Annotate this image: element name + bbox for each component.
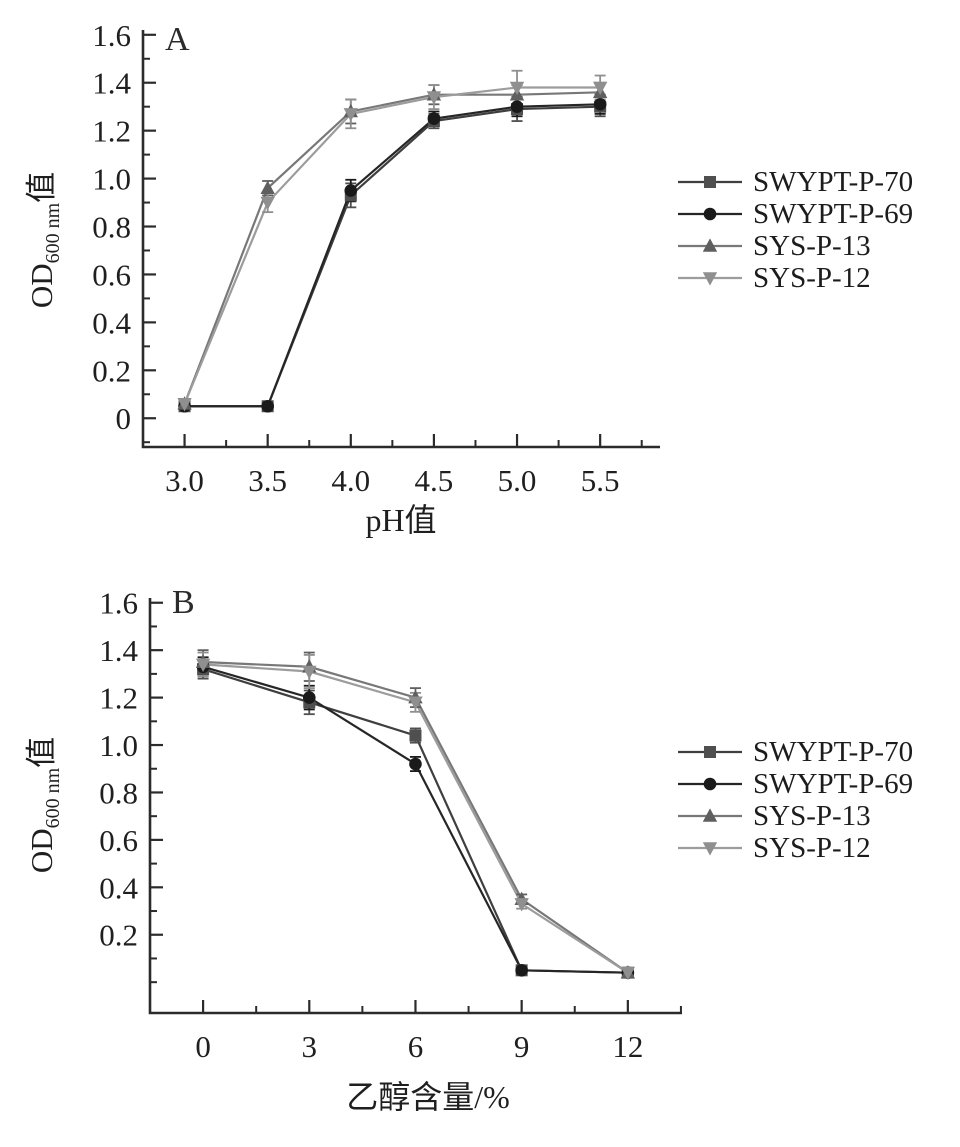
legend-a: SWYPT-P-70 SWYPT-P-69 SYS-P-13 SYS-P-12 bbox=[676, 166, 913, 294]
legend-item-swypt-p-69: SWYPT-P-69 bbox=[676, 768, 913, 800]
legend-item-sys-p-12: SYS-P-12 bbox=[676, 832, 913, 864]
markers-SWYPT-P-70 bbox=[178, 100, 607, 413]
svg-text:1.4: 1.4 bbox=[92, 66, 131, 101]
svg-text:3: 3 bbox=[302, 1029, 318, 1064]
line-SWYPT-P-70 bbox=[202, 668, 628, 974]
svg-text:12: 12 bbox=[612, 1029, 643, 1064]
legend-label: SYS-P-12 bbox=[753, 261, 871, 294]
axes bbox=[148, 598, 682, 1015]
chart-b-plot: 0.2 0.4 0.6 0.8 1.0 1.2 1.4 1.6 0 3 6 9 12 bbox=[99, 586, 682, 1064]
square-marker-icon bbox=[678, 746, 742, 758]
circle-marker-icon bbox=[678, 777, 742, 791]
legend-item-sys-p-13: SYS-P-13 bbox=[676, 800, 913, 832]
svg-text:0: 0 bbox=[116, 401, 132, 436]
legend-item-sys-p-13: SYS-P-13 bbox=[676, 230, 913, 262]
svg-text:4.5: 4.5 bbox=[415, 463, 454, 498]
line-SWYPT-P-70 bbox=[184, 105, 601, 408]
legend-item-sys-p-12: SYS-P-12 bbox=[676, 262, 913, 294]
legend-label: SWYPT-P-70 bbox=[753, 165, 914, 198]
circle-marker-icon bbox=[678, 207, 742, 221]
svg-text:0.8: 0.8 bbox=[99, 775, 138, 810]
svg-text:1.6: 1.6 bbox=[92, 18, 131, 53]
panel-a-label: A bbox=[165, 21, 190, 58]
svg-text:1.6: 1.6 bbox=[99, 586, 138, 621]
legend-label: SWYPT-P-69 bbox=[753, 767, 914, 800]
line-SWYPT-P-69 bbox=[184, 103, 601, 408]
svg-text:9: 9 bbox=[514, 1029, 530, 1064]
legend-label: SYS-P-12 bbox=[753, 831, 871, 864]
svg-text:5.5: 5.5 bbox=[581, 463, 620, 498]
axis-tick-labels: 0 0.2 0.4 0.6 0.8 1.0 1.2 1.4 1.6 3.0 3.5 4.0 4.5 5.0… bbox=[92, 18, 619, 498]
svg-text:6: 6 bbox=[408, 1029, 424, 1064]
error-bars bbox=[179, 69, 606, 411]
axis-tick-labels: 0.2 0.4 0.6 0.8 1.0 1.2 1.4 1.6 0 3 6 9 12 bbox=[99, 586, 643, 1064]
legend-b: SWYPT-P-70 SWYPT-P-69 SYS-P-13 SYS-P-12 bbox=[676, 736, 913, 864]
svg-text:0.6: 0.6 bbox=[99, 823, 138, 858]
legend-item-swypt-p-69: SWYPT-P-69 bbox=[676, 198, 913, 230]
y-axis-title-b-sub: 600 nm bbox=[42, 767, 65, 829]
svg-text:0.4: 0.4 bbox=[92, 305, 131, 340]
svg-text:5.0: 5.0 bbox=[498, 463, 537, 498]
legend-label: SYS-P-13 bbox=[753, 799, 871, 832]
x-axis-title-a: pH值 bbox=[365, 502, 437, 538]
axes bbox=[141, 30, 660, 449]
markers-SYS-P-12 bbox=[195, 658, 636, 981]
svg-text:1.4: 1.4 bbox=[99, 633, 138, 668]
y-axis-title-b: OD600 nm值 bbox=[22, 655, 65, 955]
svg-text:1.2: 1.2 bbox=[92, 114, 131, 149]
markers-SYS-P-12 bbox=[177, 81, 608, 412]
square-marker-icon bbox=[678, 176, 742, 188]
axis-ticks bbox=[150, 601, 682, 1013]
svg-text:0: 0 bbox=[195, 1029, 211, 1064]
svg-text:1.2: 1.2 bbox=[99, 681, 138, 716]
svg-text:3.5: 3.5 bbox=[248, 463, 287, 498]
legend-label: SWYPT-P-70 bbox=[753, 735, 914, 768]
y-axis-title-a: OD600 nm值 bbox=[22, 90, 65, 390]
y-axis-title-b-suffix: 值 bbox=[24, 736, 59, 768]
x-axis-title-b: 乙醇含量/% bbox=[346, 1079, 510, 1115]
panel-b-label: B bbox=[172, 584, 195, 621]
legend-label: SWYPT-P-69 bbox=[753, 197, 914, 230]
svg-text:1.0: 1.0 bbox=[99, 728, 138, 763]
markers-SYS-P-13 bbox=[177, 84, 608, 410]
y-axis-title-b-prefix: OD bbox=[24, 828, 59, 874]
triangle-up-marker-icon bbox=[678, 238, 742, 252]
svg-text:3.0: 3.0 bbox=[165, 463, 204, 498]
svg-text:0.4: 0.4 bbox=[99, 870, 138, 905]
svg-text:1.0: 1.0 bbox=[92, 162, 131, 197]
legend-label: SYS-P-13 bbox=[753, 229, 871, 262]
svg-text:0.6: 0.6 bbox=[92, 257, 131, 292]
legend-item-swypt-p-70: SWYPT-P-70 bbox=[676, 166, 913, 198]
triangle-down-marker-icon bbox=[678, 272, 742, 286]
y-axis-title-a-suffix: 值 bbox=[24, 171, 59, 203]
svg-text:0.2: 0.2 bbox=[92, 353, 131, 388]
line-SYS-P-13 bbox=[183, 91, 601, 405]
legend-item-swypt-p-70: SWYPT-P-70 bbox=[676, 736, 913, 768]
svg-text:0.2: 0.2 bbox=[99, 918, 138, 953]
y-axis-title-a-prefix: OD bbox=[24, 263, 59, 309]
chart-a-plot: 0 0.2 0.4 0.6 0.8 1.0 1.2 1.4 1.6 3.0 3.5 4.0 4.5 5.0… bbox=[92, 18, 660, 498]
line-SYS-P-12 bbox=[183, 86, 601, 405]
triangle-up-marker-icon bbox=[678, 808, 742, 822]
svg-text:0.8: 0.8 bbox=[92, 210, 131, 245]
svg-text:4.0: 4.0 bbox=[331, 463, 370, 498]
axis-ticks bbox=[143, 33, 643, 447]
triangle-down-marker-icon bbox=[678, 842, 742, 856]
y-axis-title-a-sub: 600 nm bbox=[42, 202, 65, 264]
series-lines bbox=[183, 86, 601, 408]
